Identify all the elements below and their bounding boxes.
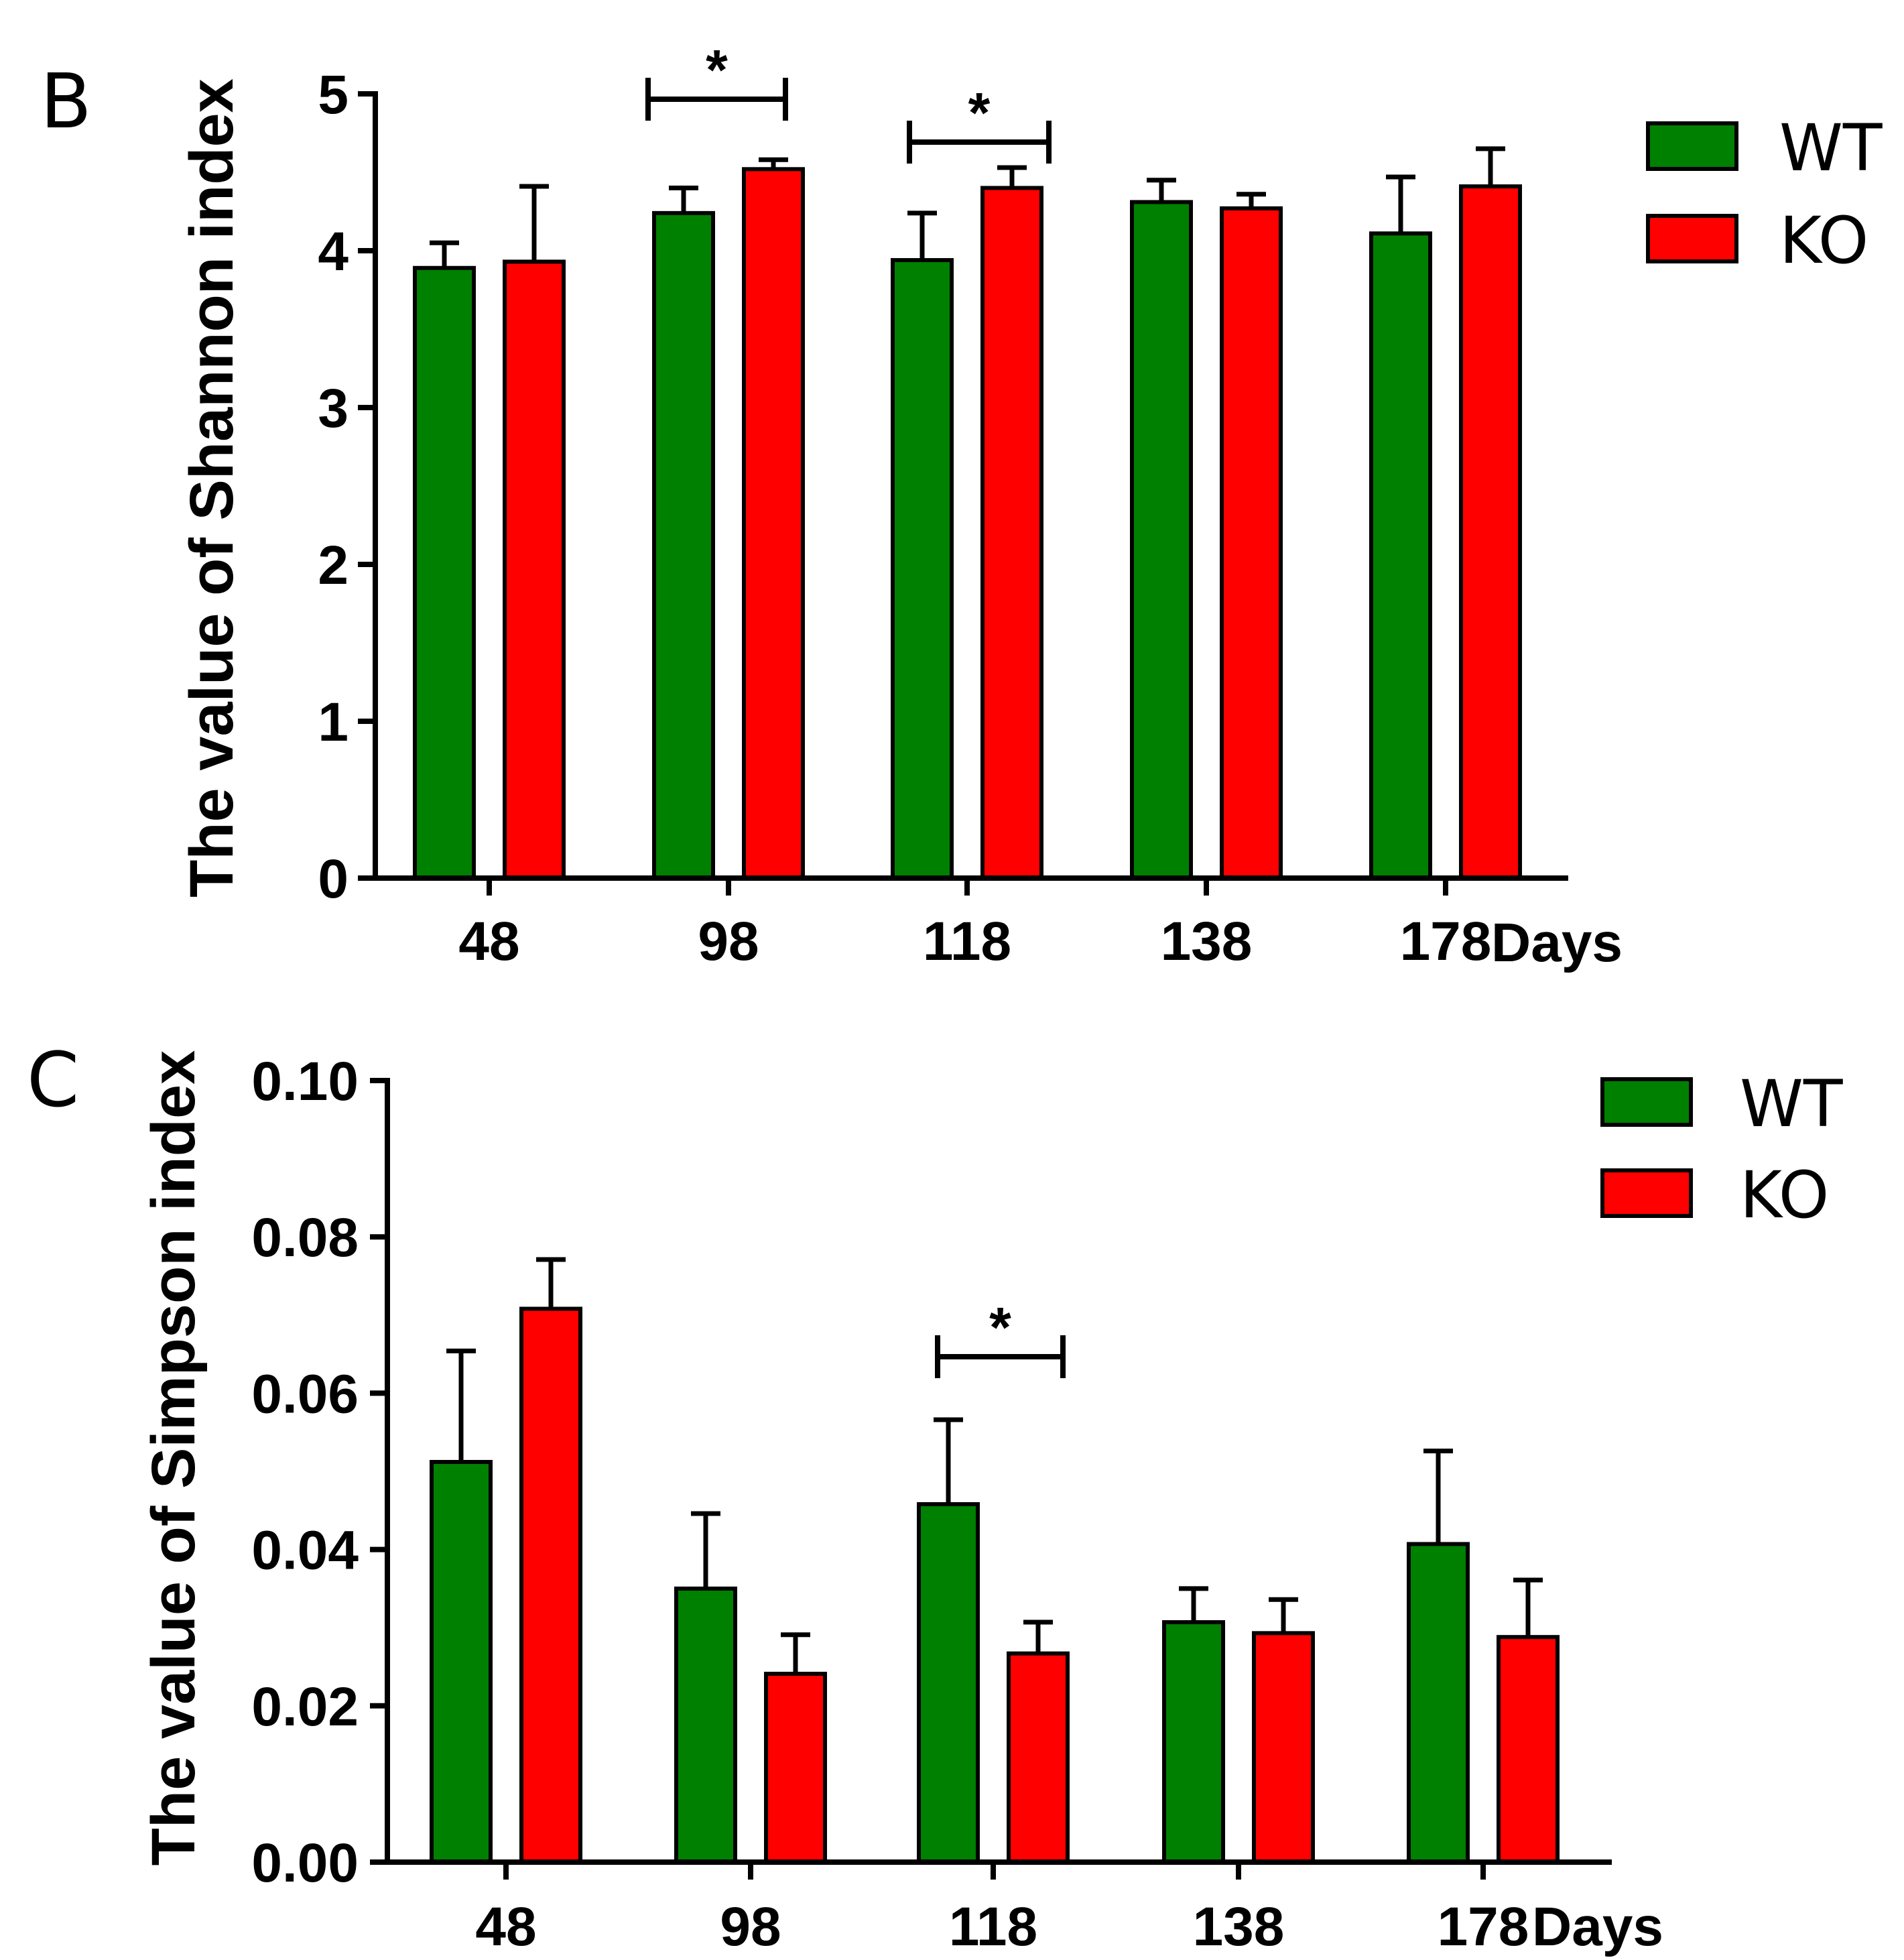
legend-label-wt: WT <box>1779 111 1883 186</box>
x-tick-label-98: 98 <box>720 1896 781 1957</box>
x-unit-label: Days <box>1491 912 1623 973</box>
bar-wt-118 <box>891 258 954 881</box>
legend-label-ko: KO <box>1740 1158 1829 1233</box>
y-tick-label-3: 3 <box>318 378 348 439</box>
y-tick-label-4: 4 <box>318 221 348 282</box>
x-tick-label-138: 138 <box>1193 1896 1285 1957</box>
bar-wt-98 <box>674 1586 737 1864</box>
bar-ko-178 <box>1459 184 1522 880</box>
simpson-chart: C The value of Simpson index Days WT KO … <box>27 1037 1843 1957</box>
bar-ko-48 <box>503 259 566 880</box>
sig-star-98: * <box>706 38 728 101</box>
bar-ko-178 <box>1497 1635 1560 1864</box>
bar-wt-118 <box>917 1502 980 1864</box>
legend: WT KO <box>1646 111 1883 278</box>
bar-ko-138 <box>1252 1631 1315 1865</box>
y-tick-label-2: 2 <box>318 535 348 596</box>
bar-wt-138 <box>1130 200 1193 880</box>
x-tick-label-138: 138 <box>1161 911 1253 972</box>
x-tick-label-98: 98 <box>698 911 759 972</box>
bar-wt-178 <box>1407 1542 1470 1864</box>
legend-swatch-ko <box>1600 1168 1693 1218</box>
panel-letter-c: C <box>27 1037 79 1124</box>
x-tick-label-118: 118 <box>923 911 1011 972</box>
legend-label-wt: WT <box>1740 1066 1843 1142</box>
legend: WT KO <box>1600 1066 1843 1233</box>
x-tick-label-178: 178 <box>1438 1896 1529 1957</box>
x-tick-label-178: 178 <box>1400 911 1492 972</box>
sig-star-118: * <box>968 81 991 144</box>
legend-swatch-ko <box>1646 214 1738 263</box>
legend-label-ko: KO <box>1779 203 1868 278</box>
bar-wt-138 <box>1162 1620 1225 1865</box>
y-tick-label-5: 5 <box>318 64 348 125</box>
shannon-chart: B The value of Shannon index Days WT KO … <box>40 38 1883 973</box>
sig-star-118: * <box>989 1296 1011 1359</box>
y-tick-label-0.06: 0.06 <box>251 1363 359 1424</box>
bar-wt-48 <box>413 265 476 880</box>
x-unit-label: Days <box>1532 1896 1663 1957</box>
y-tick-label-0.02: 0.02 <box>251 1676 359 1737</box>
bar-ko-98 <box>764 1671 827 1864</box>
y-tick-label-0.00: 0.00 <box>251 1833 359 1894</box>
bar-ko-118 <box>1007 1651 1070 1864</box>
bar-wt-48 <box>430 1460 493 1865</box>
x-tick-label-118: 118 <box>949 1896 1037 1957</box>
x-tick-label-48: 48 <box>458 911 519 972</box>
legend-swatch-wt <box>1600 1077 1693 1127</box>
bar-ko-98 <box>742 167 805 881</box>
y-tick-label-0.08: 0.08 <box>251 1207 359 1268</box>
x-tick-label-48: 48 <box>475 1896 536 1957</box>
bar-ko-118 <box>980 186 1043 880</box>
y-axis-title: The value of Shannon index <box>178 78 246 898</box>
legend-swatch-wt <box>1646 121 1738 171</box>
y-tick-label-1: 1 <box>318 692 348 753</box>
y-tick-label-0.04: 0.04 <box>251 1520 359 1581</box>
y-tick-label-0.10: 0.10 <box>251 1051 359 1112</box>
bar-wt-178 <box>1369 231 1432 880</box>
bar-wt-98 <box>652 210 715 880</box>
y-tick-label-0: 0 <box>318 849 348 910</box>
y-axis-title: The value of Simpson index <box>139 1050 208 1866</box>
bar-ko-48 <box>519 1306 582 1865</box>
panel-letter-b: B <box>40 58 92 145</box>
bar-ko-138 <box>1220 206 1283 880</box>
